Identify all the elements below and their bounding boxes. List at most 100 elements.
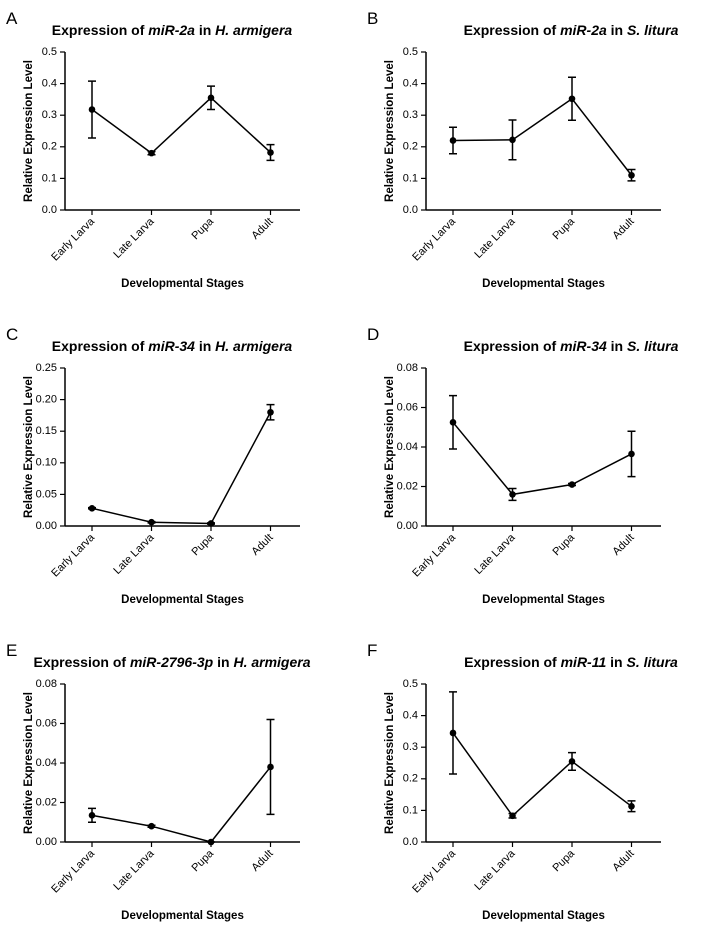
title-part: in xyxy=(195,22,215,38)
data-point xyxy=(509,812,516,820)
title-part: Expression of xyxy=(52,22,148,38)
y-tick-label: 0.2 xyxy=(403,141,418,153)
title-part: in xyxy=(606,654,626,670)
y-tick-label: 0.4 xyxy=(403,710,418,722)
y-tick-label: 0.04 xyxy=(397,441,418,453)
data-point xyxy=(568,95,576,103)
y-axis-label: Relative Expression Level xyxy=(384,60,396,202)
x-tick-label: Adult xyxy=(610,216,636,242)
title-part: H. armigera xyxy=(233,654,310,670)
y-tick-label: 0.3 xyxy=(403,741,418,753)
data-point xyxy=(207,520,215,527)
x-tick-label: Adult xyxy=(610,532,636,558)
data-point xyxy=(628,450,635,458)
panel-letter: C xyxy=(6,325,18,344)
y-tick-label: 0.0 xyxy=(42,204,57,216)
title-part: miR-2a xyxy=(148,22,195,38)
title-part: Expression of xyxy=(464,338,560,354)
data-point xyxy=(148,518,155,526)
y-tick-label: 0.4 xyxy=(403,78,418,90)
y-tick-label: 0.10 xyxy=(36,457,57,469)
x-tick-label: Pupa xyxy=(550,215,577,242)
chart-title: Expression of miR-34 in H. armigera xyxy=(52,338,293,354)
y-tick-label: 0.2 xyxy=(42,141,57,153)
title-part: miR-34 xyxy=(560,338,607,354)
y-axis-label: Relative Expression Level xyxy=(23,692,35,834)
data-point xyxy=(568,758,576,765)
chart-panel: A Expression of miR-2a in H. armigera 0.0 0… xyxy=(6,9,300,290)
data-point xyxy=(267,763,274,771)
data-point xyxy=(628,171,635,179)
title-part: S. litura xyxy=(627,338,679,354)
x-tick-label: Adult xyxy=(249,532,275,558)
x-tick-label: Late Larva xyxy=(472,847,518,893)
title-part: in xyxy=(607,22,627,38)
chart-panel: E Expression of miR-2796-3p in H. armiger… xyxy=(6,641,311,922)
panel-letter: F xyxy=(367,641,377,660)
title-part: H. armigera xyxy=(215,338,292,354)
title-part: S. litura xyxy=(627,22,679,38)
y-tick-label: 0.5 xyxy=(42,46,57,58)
y-axis-label: Relative Expression Level xyxy=(23,60,35,202)
data-point xyxy=(148,149,155,157)
y-tick-label: 0.15 xyxy=(36,425,57,437)
y-axis-label: Relative Expression Level xyxy=(384,376,396,518)
title-part: Expression of xyxy=(464,22,560,38)
data-line xyxy=(91,411,272,525)
x-tick-label: Early Larva xyxy=(410,847,458,895)
chart-panel: F Expression of miR-11 in S. litura 0.0 0.1… xyxy=(367,641,678,922)
x-tick-label: Early Larva xyxy=(410,215,458,263)
y-tick-label: 0.06 xyxy=(36,717,57,729)
y-tick-label: 0.05 xyxy=(36,488,57,500)
x-tick-label: Early Larva xyxy=(49,215,97,263)
title-part: S. litura xyxy=(627,654,679,670)
y-axis-label: Relative Expression Level xyxy=(384,692,396,834)
y-tick-label: 0.0 xyxy=(403,836,418,848)
title-part: Expression of xyxy=(52,338,148,354)
y-tick-label: 0.1 xyxy=(403,172,418,184)
x-axis-label: Developmental Stages xyxy=(482,278,605,290)
y-tick-label: 0.1 xyxy=(403,804,418,816)
panel-letter: B xyxy=(367,9,378,28)
x-axis-label: Developmental Stages xyxy=(121,594,244,606)
y-tick-label: 0.4 xyxy=(42,78,57,90)
x-tick-label: Late Larva xyxy=(111,531,157,577)
title-part: miR-34 xyxy=(148,338,195,354)
x-tick-label: Early Larva xyxy=(410,531,458,579)
chart-panel: C Expression of miR-34 in H. armigera 0.00… xyxy=(6,325,300,606)
title-part: Expression of xyxy=(33,654,129,670)
data-point xyxy=(267,149,274,156)
title-part: in xyxy=(213,654,233,670)
y-tick-label: 0.00 xyxy=(397,520,418,532)
y-tick-label: 0.2 xyxy=(403,773,418,785)
data-point xyxy=(207,838,215,846)
y-tick-label: 0.25 xyxy=(36,362,57,374)
y-tick-label: 0.0 xyxy=(403,204,418,216)
x-tick-label: Late Larva xyxy=(111,847,157,893)
data-point xyxy=(207,94,215,102)
y-tick-label: 0.20 xyxy=(36,394,57,406)
chart-title: Expression of miR-34 in S. litura xyxy=(464,338,679,354)
panel-letter: A xyxy=(6,9,18,28)
title-part: Expression of xyxy=(464,654,560,670)
y-tick-label: 0.5 xyxy=(403,46,418,58)
x-tick-label: Adult xyxy=(249,216,275,242)
x-tick-label: Pupa xyxy=(550,847,577,874)
data-line xyxy=(452,421,632,496)
x-tick-label: Pupa xyxy=(189,215,216,242)
chart-title: Expression of miR-11 in S. litura xyxy=(464,654,678,670)
y-axis-label: Relative Expression Level xyxy=(23,376,35,518)
x-tick-label: Early Larva xyxy=(49,531,97,579)
chart-panel: B Expression of miR-2a in S. litura 0.0 0.1… xyxy=(367,9,679,290)
panel-letter: E xyxy=(6,641,17,660)
x-axis-label: Developmental Stages xyxy=(121,278,244,290)
x-axis-label: Developmental Stages xyxy=(482,594,605,606)
title-part: in xyxy=(195,338,215,354)
title-part: in xyxy=(607,338,627,354)
data-line xyxy=(452,97,633,176)
x-tick-label: Pupa xyxy=(550,531,577,558)
data-line xyxy=(452,732,632,817)
data-point xyxy=(628,802,635,810)
data-line xyxy=(91,96,272,155)
